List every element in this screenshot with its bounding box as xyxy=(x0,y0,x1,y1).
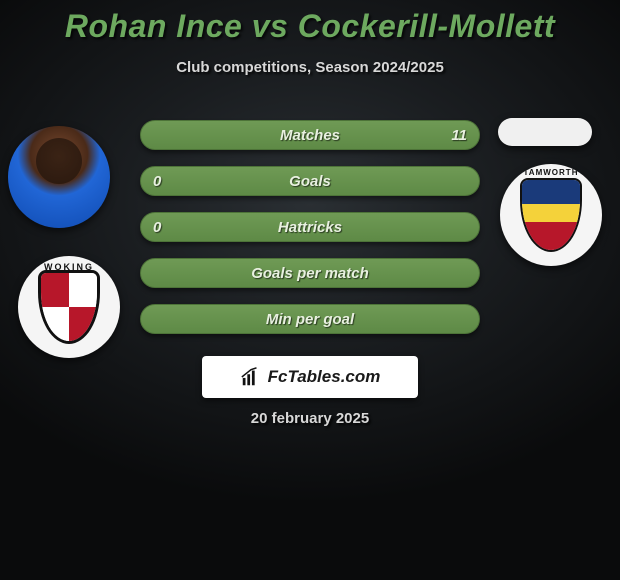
bar-chart-icon xyxy=(240,366,262,388)
stat-row-goals: 0 Goals xyxy=(140,166,480,196)
stat-label: Goals xyxy=(141,167,479,195)
stat-label: Min per goal xyxy=(141,305,479,333)
snapshot-date: 20 february 2025 xyxy=(0,410,620,427)
stat-label: Matches xyxy=(141,121,479,149)
club-crest-left: WOKING xyxy=(18,256,120,358)
stats-bars: Matches 11 0 Goals 0 Hattricks Goals per… xyxy=(140,120,480,334)
club-right-label: TAMWORTH xyxy=(524,168,579,177)
stat-right-value: 11 xyxy=(451,121,467,149)
page-title: Rohan Ince vs Cockerill-Mollett xyxy=(0,0,620,45)
player-left-avatar xyxy=(8,126,110,228)
club-crest-right: TAMWORTH xyxy=(500,164,602,266)
shield-icon xyxy=(38,270,100,344)
comparison-stage: WOKING TAMWORTH Matches 11 0 Goals 0 Hat… xyxy=(0,104,620,364)
page-subtitle: Club competitions, Season 2024/2025 xyxy=(0,59,620,76)
stat-row-mpg: Min per goal xyxy=(140,304,480,334)
shield-icon xyxy=(520,178,582,252)
brand-text: FcTables.com xyxy=(268,367,381,387)
player-right-avatar-placeholder xyxy=(498,118,592,146)
stat-label: Hattricks xyxy=(141,213,479,241)
stat-row-matches: Matches 11 xyxy=(140,120,480,150)
stat-row-hattricks: 0 Hattricks xyxy=(140,212,480,242)
brand-badge: FcTables.com xyxy=(202,356,418,398)
stat-label: Goals per match xyxy=(141,259,479,287)
stat-row-gpm: Goals per match xyxy=(140,258,480,288)
